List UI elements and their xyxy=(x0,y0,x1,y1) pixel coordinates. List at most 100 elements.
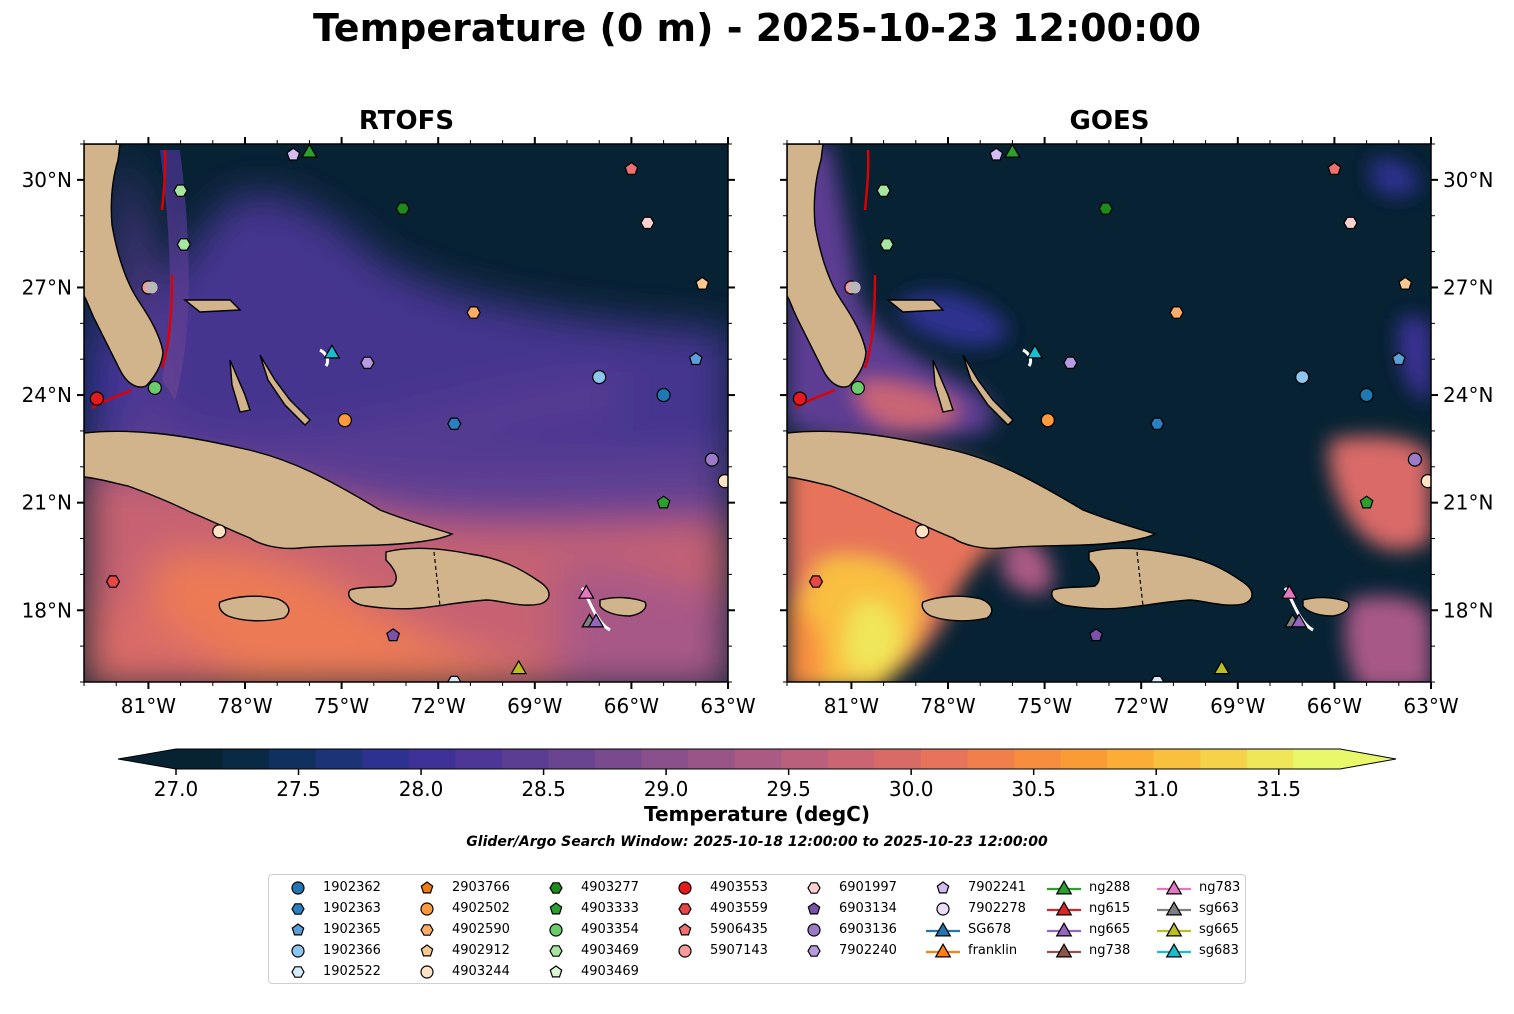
legend-label: 5907143 xyxy=(710,943,768,958)
colorbar-tick-label: 29.5 xyxy=(766,777,811,801)
platform-marker-sg665 xyxy=(510,659,528,675)
colorbar-tick-label: 27.5 xyxy=(276,777,321,801)
legend-marker-icon xyxy=(807,923,821,937)
platform-marker-6903134 xyxy=(386,628,401,642)
colorbar-level xyxy=(920,749,969,769)
legend-marker-icon xyxy=(807,902,821,915)
platform-marker-4902912 xyxy=(1398,276,1413,290)
legend-label: 4902502 xyxy=(452,901,510,916)
colorbar-tick-label: 28.0 xyxy=(399,777,444,801)
legend-marker-icon xyxy=(420,965,434,979)
colorbar-level xyxy=(362,749,410,769)
y-tick-label: 21°N xyxy=(1443,491,1493,515)
legend-marker-icon xyxy=(420,881,434,894)
colorbar-level xyxy=(501,749,550,769)
x-tick-label: 63°W xyxy=(700,694,755,718)
legend-marker-icon xyxy=(1047,900,1081,916)
legend-marker-icon xyxy=(549,882,563,894)
colorbar-level xyxy=(641,749,689,769)
legend-marker-icon xyxy=(678,944,692,958)
y-tick-label: 27°N xyxy=(22,275,72,299)
colorbar-level xyxy=(688,749,736,769)
colorbar-tick-label: 31.5 xyxy=(1256,777,1301,801)
legend-marker-icon xyxy=(678,903,692,915)
platform-marker-6901997 xyxy=(640,216,655,230)
x-tick-label: 66°W xyxy=(604,694,659,718)
legend-label: 1902366 xyxy=(323,943,381,958)
y-tick-label: 24°N xyxy=(22,383,72,407)
colorbar-level xyxy=(315,749,363,769)
legend-label: 1902522 xyxy=(323,964,381,979)
y-tick-label: 18°N xyxy=(1443,598,1493,622)
platform-marker-4902502 xyxy=(1040,413,1055,428)
platform-marker-ng665 xyxy=(1290,613,1308,628)
x-tick-label: 75°W xyxy=(1017,694,1072,718)
platform-marker-5907143 xyxy=(141,280,156,295)
platform-marker-1902365 xyxy=(688,351,703,366)
platform-marker-7902240 xyxy=(1063,356,1078,369)
legend-label: 4903277 xyxy=(581,880,639,895)
colorbar-level xyxy=(595,749,643,769)
colorbar-tick-label: 30.5 xyxy=(1011,777,1056,801)
colorbar-level xyxy=(408,749,456,769)
platform-marker-1902366 xyxy=(1295,370,1310,385)
legend-label: 5906435 xyxy=(710,922,768,937)
legend-marker-icon xyxy=(291,966,305,978)
colorbar-tick-label: 27.0 xyxy=(154,777,199,801)
platform-marker-4903559 xyxy=(808,575,824,588)
legend-marker-icon xyxy=(420,902,434,916)
platform-marker-4902502 xyxy=(337,413,352,428)
map-title-goes: GOES xyxy=(1069,106,1150,136)
legend-label: 4903553 xyxy=(710,880,768,895)
goes-land xyxy=(787,144,1350,622)
y-tick-label: 30°N xyxy=(1443,168,1493,192)
x-tick-label: 72°W xyxy=(1114,694,1169,718)
legend-marker-icon xyxy=(807,945,821,957)
x-tick-label: 81°W xyxy=(824,694,879,718)
platform-marker-4903244 xyxy=(717,474,728,489)
legend-label: 4903333 xyxy=(581,901,639,916)
x-tick-label: 81°W xyxy=(121,694,176,718)
platform-marker-4903244 xyxy=(915,524,930,539)
platform-marker-4903469 xyxy=(176,238,191,251)
platform-marker-4902590 xyxy=(1169,306,1184,319)
platform-marker-4903553 xyxy=(89,391,104,406)
rtofs-platform-markers xyxy=(89,144,728,682)
colorbar-tick-label: 31.0 xyxy=(1134,777,1179,801)
x-tick-label: 72°W xyxy=(411,694,466,718)
colorbar-level xyxy=(827,749,875,769)
platform-marker-4903469 xyxy=(173,184,188,197)
legend-marker-icon xyxy=(549,923,563,937)
platform-marker-sg665 xyxy=(1213,659,1231,675)
platform-marker-ng288 xyxy=(301,144,318,158)
legend-marker-icon xyxy=(549,902,563,915)
y-tick-label: 24°N xyxy=(1443,383,1493,407)
legend-label: ng738 xyxy=(1089,943,1131,958)
legend-marker-icon xyxy=(291,881,305,895)
goes-temperature-field xyxy=(787,144,1431,682)
colorbar-level xyxy=(1246,749,1295,769)
map-panel-goes: 81°W 78°W 75°W 72°W 69°W 66°W 63°W 18°N 21°N 24°N… xyxy=(780,137,1493,718)
legend-label: 6901997 xyxy=(839,880,897,895)
platform-marker-1902362 xyxy=(656,387,671,403)
platform-marker-4903277 xyxy=(395,202,410,215)
legend-marker-icon xyxy=(1157,879,1191,895)
x-tick-label: 78°W xyxy=(920,694,975,718)
legend-label: sg663 xyxy=(1199,901,1239,916)
legend-label: franklin xyxy=(968,943,1018,958)
legend-label: 7902240 xyxy=(839,943,897,958)
legend: 1902362 1902363 1902365 1902366 1902522 29037… xyxy=(268,874,1246,984)
x-tick-label: 66°W xyxy=(1307,694,1362,718)
x-tick-label: 78°W xyxy=(217,694,272,718)
y-tick-label: 21°N xyxy=(22,491,72,515)
platform-marker-6903136 xyxy=(1407,452,1423,467)
legend-marker-icon xyxy=(1157,942,1191,958)
colorbar-extend-high xyxy=(1340,749,1396,769)
legend-marker-icon xyxy=(291,903,305,915)
goes-platform-markers xyxy=(792,144,1431,682)
legend-marker-icon xyxy=(1047,879,1081,895)
colorbar-level xyxy=(1293,749,1341,769)
platform-marker-6901997 xyxy=(1343,216,1358,230)
legend-marker-icon xyxy=(807,882,821,894)
colorbar-tick-label: 30.0 xyxy=(889,777,934,801)
